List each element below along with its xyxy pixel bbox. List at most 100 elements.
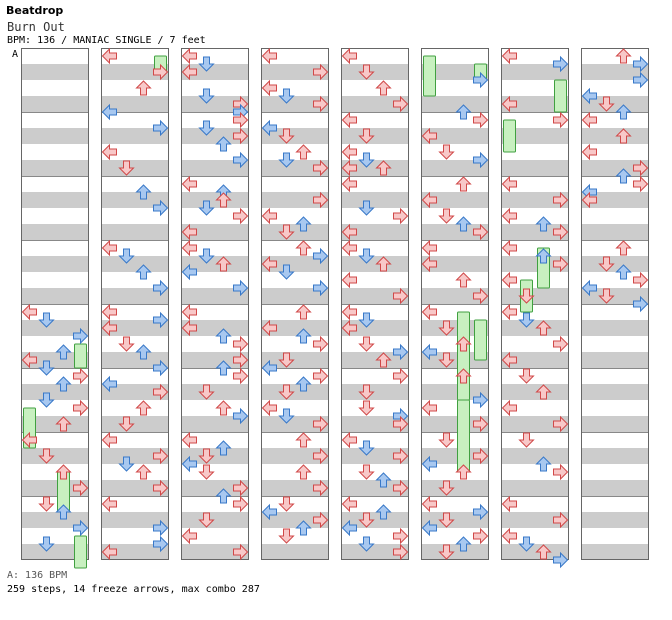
beat-stripe <box>101 288 169 304</box>
beat-stripe <box>341 192 409 208</box>
freeze-arrow <box>474 319 487 361</box>
step-arrow-right <box>153 447 169 465</box>
step-arrow-down <box>278 408 295 424</box>
step-arrow-down <box>358 464 375 480</box>
step-arrow-down <box>38 312 55 328</box>
step-arrow-right <box>153 535 169 553</box>
step-arrow-right <box>313 447 329 465</box>
beat-stripe <box>341 288 409 304</box>
step-arrow-up <box>615 104 632 120</box>
step-arrow-right <box>153 359 169 377</box>
step-arrow-down <box>438 480 455 496</box>
step-arrow-up <box>135 80 152 96</box>
step-arrow-right <box>473 527 489 545</box>
beat-stripe <box>581 512 649 528</box>
step-arrow-down <box>358 152 375 168</box>
step-arrow-down <box>358 512 375 528</box>
beat-stripe <box>181 192 249 208</box>
step-arrow-down <box>358 336 375 352</box>
step-arrow-left <box>421 255 437 273</box>
beat-stripe <box>181 96 249 112</box>
step-arrow-left <box>101 431 117 449</box>
step-arrow-left <box>501 527 517 545</box>
beat-stripe <box>261 448 329 464</box>
beat-stripe <box>181 288 249 304</box>
beat-stripe <box>21 512 89 528</box>
step-arrow-up <box>295 464 312 480</box>
step-arrow-left <box>421 127 437 145</box>
beat-stripe <box>181 448 249 464</box>
beat-stripe <box>501 288 569 304</box>
step-arrow-right <box>233 151 249 169</box>
step-arrow-up <box>615 128 632 144</box>
step-arrow-left <box>261 399 277 417</box>
step-arrow-down <box>278 384 295 400</box>
step-arrow-left <box>181 239 197 257</box>
beat-stripe <box>501 512 569 528</box>
step-arrow-right <box>393 287 409 305</box>
step-arrow-down <box>278 352 295 368</box>
beat-stripe <box>341 544 409 560</box>
step-arrow-right <box>153 199 169 217</box>
step-arrow-left <box>501 351 517 369</box>
step-arrow-left <box>261 359 277 377</box>
beat-stripe <box>421 160 489 176</box>
step-arrow-down <box>198 248 215 264</box>
step-arrow-down <box>438 144 455 160</box>
beat-stripe <box>261 160 329 176</box>
beat-stripe <box>181 544 249 560</box>
step-arrow-right <box>233 111 249 129</box>
beat-stripe <box>341 480 409 496</box>
step-arrow-left <box>261 47 277 65</box>
step-arrow-up <box>55 464 72 480</box>
beat-stripe <box>261 96 329 112</box>
step-arrow-left <box>21 431 37 449</box>
beat-stripe <box>581 352 649 368</box>
step-arrow-up <box>455 272 472 288</box>
beat-stripe <box>101 352 169 368</box>
step-arrow-right <box>233 351 249 369</box>
beat-stripe <box>101 384 169 400</box>
beat-stripe <box>581 128 649 144</box>
step-arrow-left <box>421 239 437 257</box>
step-arrow-down <box>358 64 375 80</box>
beat-stripe <box>501 64 569 80</box>
beat-stripe <box>581 416 649 432</box>
beat-stripe <box>101 512 169 528</box>
chart-column-border <box>101 48 169 560</box>
step-arrow-left <box>581 111 597 129</box>
step-arrow-right <box>473 71 489 89</box>
step-arrow-right <box>393 343 409 361</box>
step-arrow-down <box>118 248 135 264</box>
beat-stripe <box>21 448 89 464</box>
beat-stripe <box>101 96 169 112</box>
bpm-marker-label: A <box>12 49 18 60</box>
beat-stripe <box>501 96 569 112</box>
step-arrow-up <box>615 264 632 280</box>
step-arrow-left <box>341 239 357 257</box>
chart-column-border <box>21 48 89 560</box>
beat-stripe <box>421 480 489 496</box>
beat-stripe <box>501 352 569 368</box>
beat-stripe <box>341 352 409 368</box>
step-arrow-up <box>535 216 552 232</box>
beat-stripe <box>21 96 89 112</box>
step-arrow-right <box>313 279 329 297</box>
beat-stripe <box>261 352 329 368</box>
beat-stripe <box>261 64 329 80</box>
step-arrow-up <box>615 48 632 64</box>
step-arrow-down <box>198 56 215 72</box>
beat-stripe <box>21 544 89 560</box>
step-arrow-right <box>313 367 329 385</box>
beat-stripe <box>101 128 169 144</box>
step-arrow-left <box>181 303 197 321</box>
beat-stripe <box>421 128 489 144</box>
step-arrow-down <box>518 288 535 304</box>
beat-stripe <box>341 384 409 400</box>
step-arrow-down <box>358 200 375 216</box>
step-arrow-left <box>341 111 357 129</box>
step-arrow-right <box>73 327 89 345</box>
step-arrow-right <box>393 527 409 545</box>
step-arrow-right <box>233 367 249 385</box>
step-arrow-down <box>278 264 295 280</box>
